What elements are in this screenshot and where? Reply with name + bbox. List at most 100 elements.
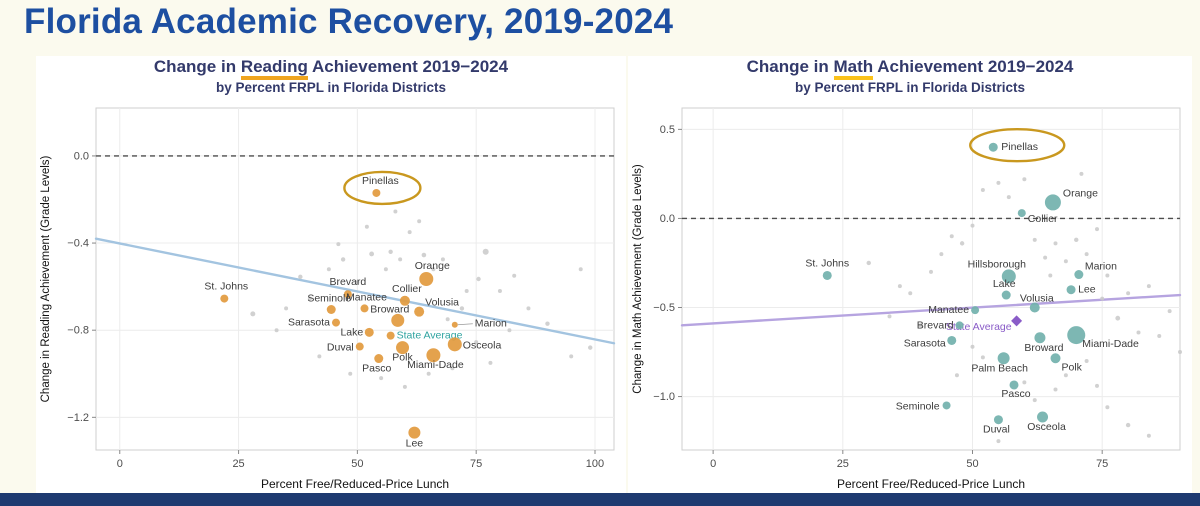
district-label-Orange: Orange	[415, 260, 450, 272]
district-label-Miami-Dade: Miami-Dade	[407, 359, 464, 371]
district-label-Osceola: Osceola	[1027, 421, 1066, 433]
trend-line	[94, 237, 616, 345]
bg-point	[1074, 237, 1079, 243]
bg-point	[326, 267, 331, 272]
bg-point	[474, 340, 479, 345]
bg-point	[1126, 291, 1131, 296]
bg-point	[897, 284, 902, 289]
math-title-highlighted-word: Math	[833, 57, 874, 80]
reading-title-prefix: Change in	[153, 57, 241, 76]
bg-point	[1063, 259, 1068, 264]
district-label-Manatee: Manatee	[346, 291, 387, 303]
bg-point	[1095, 383, 1099, 388]
bg-point	[949, 234, 954, 239]
bg-point	[393, 209, 398, 214]
highlight-ellipse-Pinellas	[343, 170, 422, 206]
bg-point	[307, 296, 312, 301]
district-label-Sarasota: Sarasota	[288, 317, 330, 329]
district-label-Broward: Broward	[1024, 342, 1063, 354]
bg-point	[512, 273, 517, 278]
bg-point	[1063, 373, 1068, 378]
bg-point	[526, 306, 531, 311]
bg-point	[348, 371, 353, 376]
district-point-Palm Beach	[997, 352, 1010, 365]
bg-point	[426, 371, 431, 376]
bg-point	[497, 288, 502, 293]
bg-point	[440, 257, 445, 262]
reading-chart-block: Change in Reading Achievement 2019−2024 …	[36, 56, 626, 496]
district-label-Collier: Collier	[1028, 213, 1058, 225]
district-label-St. Johns: St. Johns	[204, 281, 248, 293]
bg-point	[507, 328, 512, 333]
district-point-Polk	[1050, 353, 1061, 364]
district-point-Duval	[993, 415, 1003, 425]
bg-point	[954, 373, 959, 378]
district-label-Polk: Polk	[392, 352, 413, 364]
x-tick-label: 75	[1096, 458, 1108, 470]
bg-point	[980, 355, 985, 360]
label-leader-line	[457, 323, 473, 326]
district-label-Palm Beach: Palm Beach	[971, 362, 1028, 374]
bg-point	[445, 317, 450, 322]
district-point-Duval	[355, 342, 364, 351]
district-label-Marion: Marion	[1085, 261, 1117, 273]
math-title-suffix: Achievement 2019−2024	[873, 57, 1074, 76]
district-label-Collier: Collier	[392, 283, 422, 295]
bg-point	[980, 187, 985, 192]
footer-accent-bar	[0, 493, 1200, 506]
district-label-Miami-Dade: Miami-Dade	[1082, 338, 1139, 350]
y-tick-label: −0.5	[653, 302, 675, 314]
district-point-Osceola	[1037, 411, 1049, 423]
bg-point	[298, 274, 303, 280]
y-axis-title: Change in Reading Achievement (Grade Lev…	[40, 155, 52, 402]
bg-point	[1178, 350, 1182, 355]
bg-point	[939, 252, 944, 257]
bg-point	[317, 354, 322, 359]
x-tick-label: 75	[470, 458, 482, 470]
district-point-Manatee	[971, 306, 980, 315]
bg-point	[970, 223, 975, 228]
district-point-State Average	[1011, 315, 1023, 327]
bg-point	[887, 314, 892, 319]
district-point-Collier	[1017, 209, 1026, 218]
bg-point	[379, 376, 384, 381]
bg-point	[918, 323, 923, 328]
bg-point	[866, 260, 871, 266]
district-point-Lake	[1001, 290, 1011, 300]
bg-point	[388, 249, 393, 254]
district-label-Pinellas: Pinellas	[1001, 141, 1038, 153]
district-point-Orange	[1044, 194, 1061, 211]
bg-point	[1053, 241, 1058, 246]
x-tick-label: 25	[837, 458, 849, 470]
y-tick-label: 0.0	[660, 213, 675, 225]
district-label-St. Johns: St. Johns	[805, 257, 849, 269]
district-label-Seminole: Seminole	[307, 292, 351, 304]
bg-point	[1006, 195, 1011, 200]
district-label-Polk: Polk	[1062, 361, 1083, 373]
district-label-Osceola: Osceola	[463, 339, 502, 351]
bg-point	[482, 248, 489, 255]
highlight-ellipse-Pinellas	[969, 127, 1066, 163]
district-label-Duval: Duval	[327, 342, 354, 354]
bg-point	[1032, 398, 1037, 403]
district-point-Sarasota	[947, 335, 957, 345]
x-tick-label: 25	[232, 458, 244, 470]
bg-point	[1136, 330, 1141, 335]
district-point-Volusia	[414, 306, 425, 317]
district-point-Lake	[364, 327, 374, 337]
district-point-Orange	[419, 272, 434, 286]
bg-point	[355, 280, 360, 285]
district-point-Broward	[391, 313, 405, 327]
bg-point	[431, 267, 436, 272]
district-point-St. Johns	[220, 294, 229, 303]
district-label-Lake: Lake	[993, 278, 1016, 290]
y-axis-title: Change in Math Achievement (Grade Levels…	[632, 164, 644, 394]
bg-point	[274, 328, 279, 333]
district-label-Orange: Orange	[1063, 187, 1098, 199]
bg-point	[545, 321, 550, 326]
district-point-Lee	[408, 426, 421, 439]
district-label-Lee: Lee	[1078, 284, 1096, 296]
district-label-Lake: Lake	[340, 326, 363, 338]
district-label-Pasco: Pasco	[1001, 388, 1030, 400]
